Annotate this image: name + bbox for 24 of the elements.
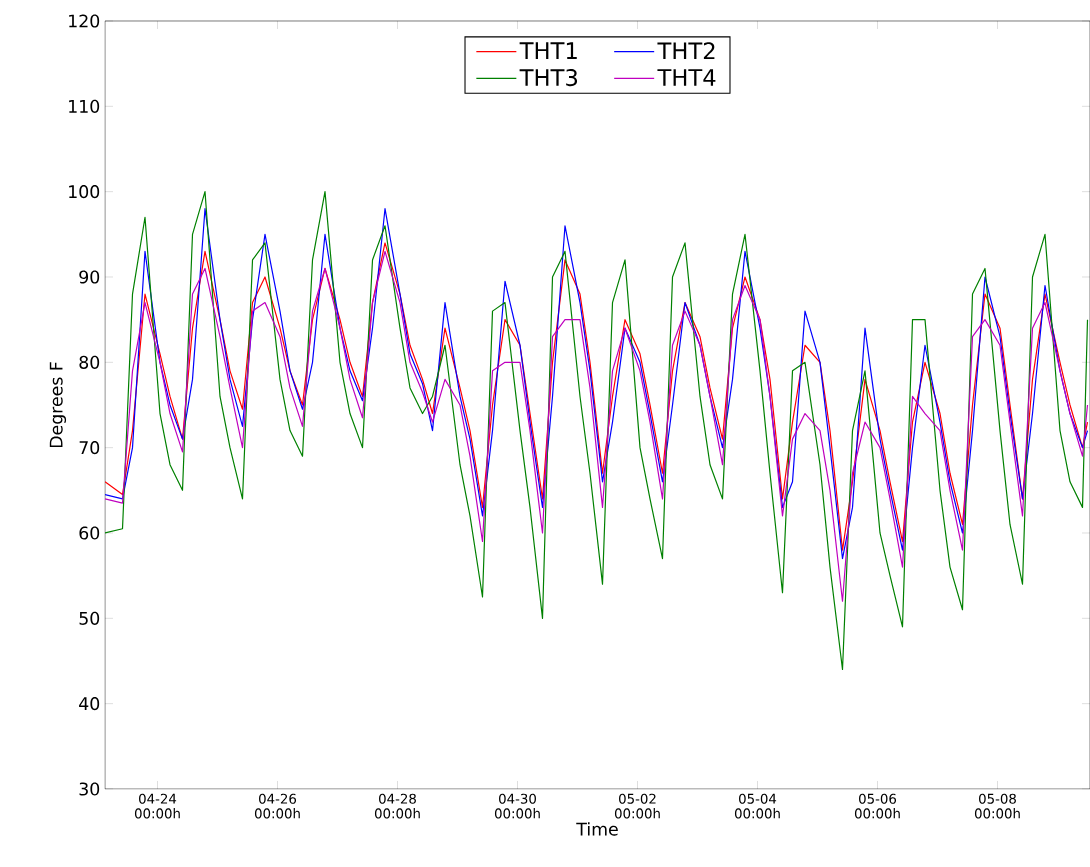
x-axis-title: Time: [576, 822, 618, 836]
legend-label: THT2: [657, 42, 715, 60]
y-tick-label: 60: [79, 526, 100, 540]
x-tick-label: 05-08 00:00h: [974, 793, 1020, 819]
legend-label: THT1: [519, 42, 577, 59]
y-tick-label: 90: [79, 270, 100, 284]
y-tick-label: 80: [79, 355, 100, 369]
legend-label: THT3: [519, 69, 578, 87]
x-tick-label: 04-24 00:00h: [134, 793, 180, 819]
x-tick-label: 04-30 00:00h: [494, 793, 540, 819]
y-tick-label: 120: [69, 14, 100, 28]
y-axis-title: Degrees F: [49, 362, 67, 448]
y-tick-label: 110: [69, 99, 100, 113]
x-tick-label: 04-28 00:00h: [374, 793, 420, 819]
y-tick-label: 100: [69, 185, 100, 199]
x-tick-label: 05-04 00:00h: [734, 793, 780, 819]
legend-label: THT4: [657, 69, 716, 86]
y-tick-label: 50: [79, 611, 100, 625]
y-tick-label: 70: [79, 441, 100, 455]
y-tick-label: 30: [79, 782, 100, 796]
x-tick-label: 05-02 00:00h: [614, 793, 660, 819]
x-tick-label: 05-06 00:00h: [854, 793, 900, 819]
x-tick-label: 04-26 00:00h: [254, 793, 300, 819]
y-tick-label: 40: [79, 697, 100, 711]
